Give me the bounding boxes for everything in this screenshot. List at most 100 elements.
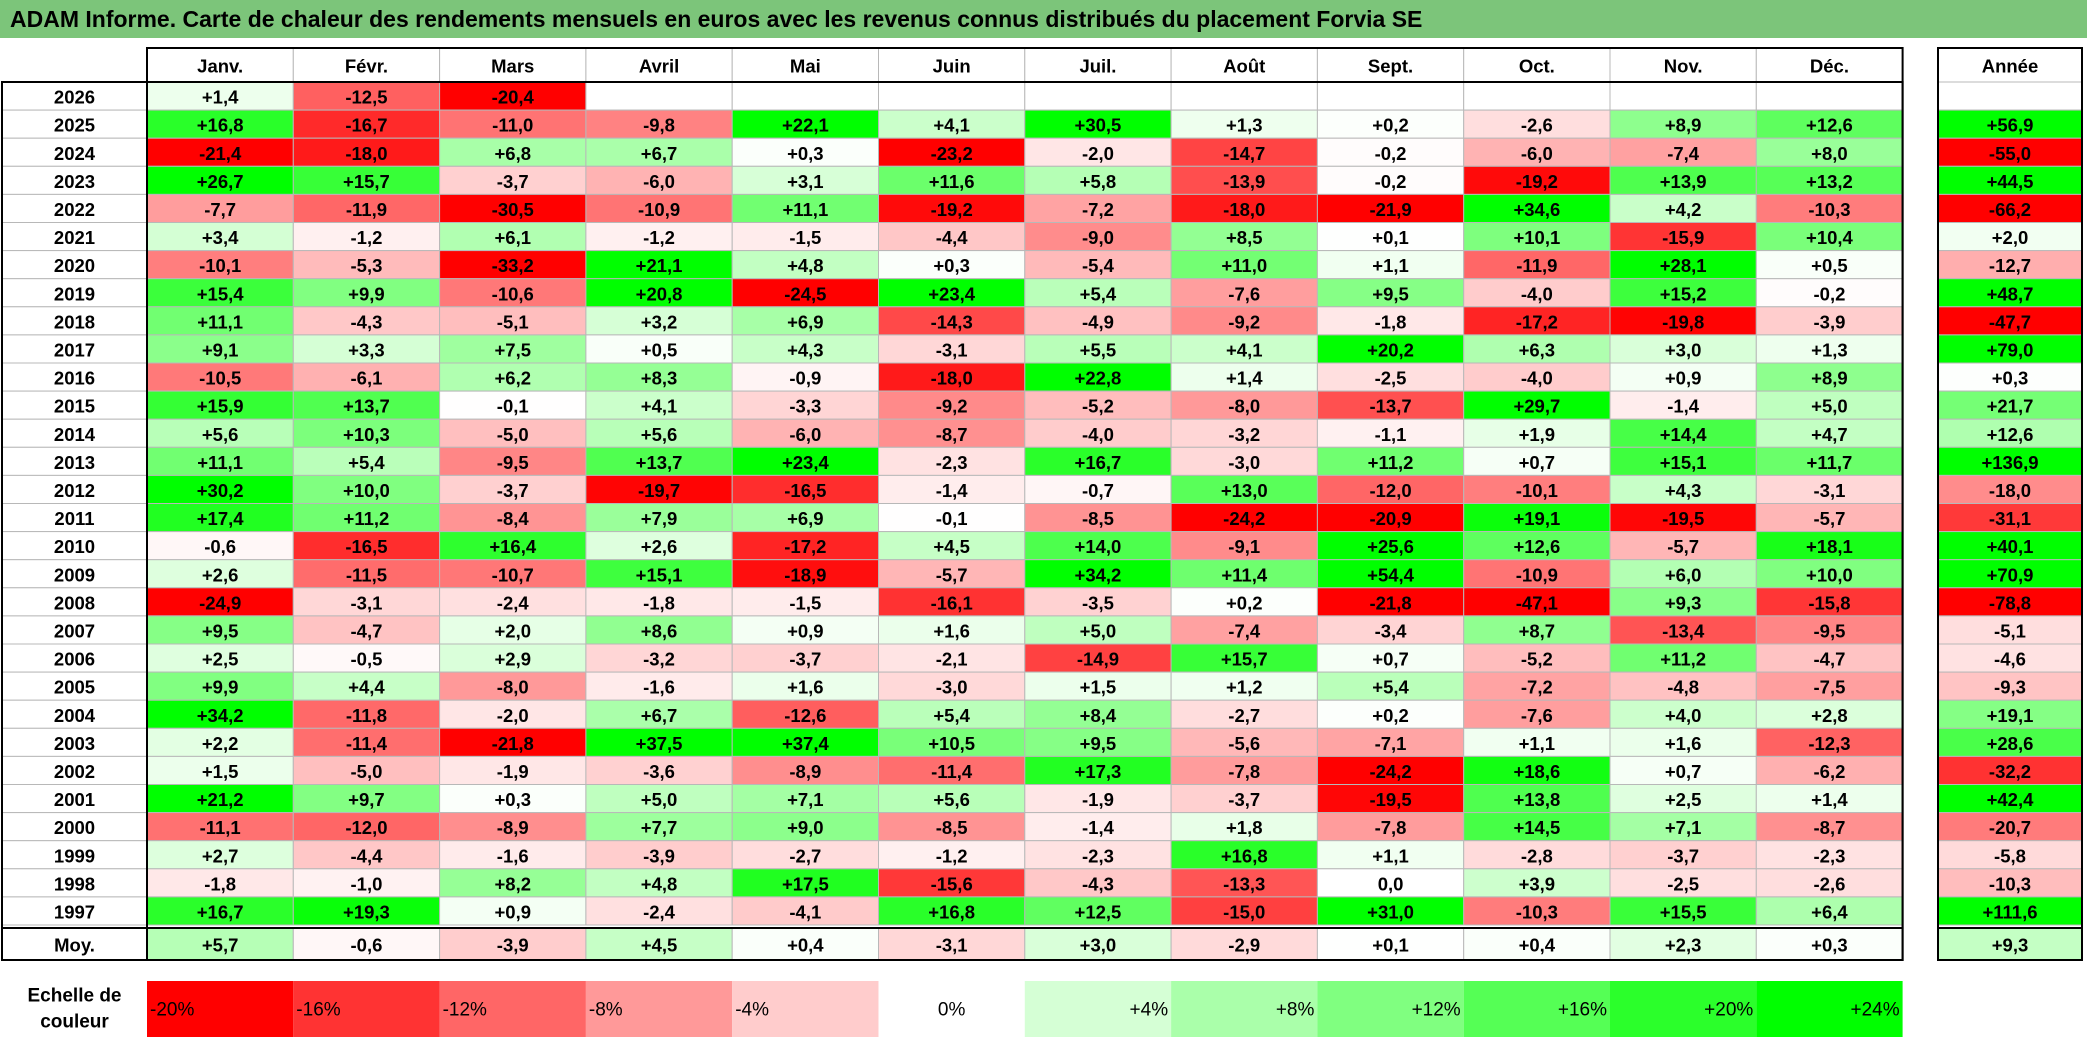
heatmap-cell — [585, 755, 733, 786]
cell-value: -20,4 — [492, 87, 535, 108]
month-header-cell — [1463, 47, 1611, 83]
average-cell — [878, 927, 1026, 961]
cell-value: -1,0 — [351, 873, 383, 894]
cell-value: +13,8 — [1513, 789, 1560, 810]
cell-value: -5,3 — [351, 255, 383, 276]
cell-value: -11,9 — [346, 199, 387, 220]
heatmap-cell — [1316, 840, 1465, 870]
cell-value: +10,0 — [343, 480, 390, 501]
average-cell — [292, 927, 441, 961]
year-label: 2025 — [54, 115, 95, 136]
cell-value: -6,0 — [643, 171, 675, 192]
year-cell — [1, 868, 148, 898]
cell-value: -4,4 — [936, 227, 969, 248]
annual-cell — [1937, 137, 2083, 167]
heatmap-cell — [731, 784, 880, 814]
scale-step-label: -20% — [150, 1000, 194, 1021]
annual-cell — [1937, 868, 2083, 898]
cell-value: +4,1 — [641, 396, 678, 417]
average-label: Moy. — [54, 935, 95, 956]
cell-value: -9,2 — [936, 396, 968, 417]
cell-value: -7,1 — [1375, 733, 1407, 754]
heatmap-cell — [1609, 137, 1757, 167]
cell-value: -5,6 — [1228, 733, 1260, 754]
heatmap-cell — [878, 755, 1026, 786]
heatmap-cell — [292, 334, 441, 364]
heatmap-cell — [1755, 81, 1904, 111]
heatmap-cell — [439, 109, 587, 139]
cell-value: +6,4 — [1811, 901, 1848, 922]
cell-value: -19,5 — [1662, 508, 1704, 529]
average-value: +2,3 — [1665, 935, 1702, 956]
heatmap-cell — [585, 699, 733, 729]
cell-value: +8,2 — [494, 873, 531, 894]
cell-value: +12,6 — [1806, 115, 1853, 136]
cell-value: +11,1 — [197, 311, 243, 332]
cell-value: -7,8 — [1375, 817, 1407, 838]
cell-value: +20,8 — [636, 283, 683, 304]
cell-value: -9,1 — [1228, 536, 1260, 557]
heatmap-cell — [1316, 418, 1465, 448]
heatmap-cell — [439, 81, 587, 111]
heatmap-cell — [1463, 474, 1611, 504]
cell-value: +0,7 — [1519, 452, 1556, 473]
cell-value: +0,2 — [1226, 592, 1263, 613]
cell-value: +5,0 — [1811, 396, 1848, 417]
scale-step-label: +8% — [1276, 1000, 1315, 1021]
cell-value: +13,2 — [1806, 171, 1853, 192]
cell-value: -8,4 — [497, 508, 530, 529]
heatmap-cell — [1755, 784, 1904, 814]
cell-value: -15,9 — [1662, 227, 1704, 248]
cell-value: +11,0 — [1221, 255, 1267, 276]
heatmap-cell — [1463, 362, 1611, 392]
scale-swatch — [439, 981, 586, 1037]
scale-swatch — [147, 981, 294, 1037]
cell-value: +12,6 — [1513, 536, 1560, 557]
average-value: +0,4 — [787, 935, 824, 956]
annual-value: +56,9 — [1987, 115, 2034, 136]
cell-value: -30,5 — [492, 199, 534, 220]
cell-value: +0,2 — [1372, 705, 1409, 726]
year-label: 2009 — [54, 564, 95, 585]
cell-value: -7,6 — [1521, 705, 1553, 726]
cell-value: +15,1 — [1660, 452, 1707, 473]
cell-value: -3,1 — [1814, 480, 1846, 501]
scale-label-line1: Echelle de — [28, 986, 122, 1007]
cell-value: +1,1 — [1519, 733, 1556, 754]
cell-value: -19,7 — [638, 480, 680, 501]
cell-value: +19,1 — [1513, 508, 1560, 529]
cell-value: -7,2 — [1521, 677, 1553, 698]
cell-value: -16,5 — [784, 480, 826, 501]
heatmap-cell — [731, 137, 880, 167]
cell-value: -12,0 — [345, 817, 387, 838]
cell-value: -10,9 — [1516, 564, 1558, 585]
heatmap-cell — [1463, 306, 1611, 336]
cell-value: -6,2 — [1814, 761, 1846, 782]
annual-cell — [1937, 362, 2083, 392]
cell-value: +11,2 — [344, 508, 390, 529]
annual-cell — [1937, 278, 2083, 308]
scale-step-label: 0% — [938, 1000, 966, 1021]
annual-value: -47,7 — [1989, 311, 2031, 332]
cell-value: +3,0 — [1665, 339, 1702, 360]
heatmap-cell — [1755, 531, 1904, 561]
annual-cell — [1937, 306, 2083, 336]
cell-value: +4,4 — [348, 677, 385, 698]
heatmap-cell — [1170, 784, 1318, 814]
year-label: 1997 — [54, 901, 95, 922]
cell-value: -12,6 — [784, 705, 826, 726]
cell-value: -3,1 — [351, 592, 383, 613]
heatmap-cell — [146, 334, 294, 364]
annual-value: -66,2 — [1989, 199, 2031, 220]
cell-value: +9,5 — [1372, 283, 1409, 304]
cell-value: -19,8 — [1662, 311, 1704, 332]
cell-value: -21,4 — [199, 143, 242, 164]
cell-value: -1,2 — [643, 227, 675, 248]
cell-value: +10,4 — [1806, 227, 1854, 248]
heatmap-cell — [439, 868, 587, 898]
heatmap-cell — [1316, 587, 1465, 617]
year-label: 2018 — [54, 311, 95, 332]
cell-value: +1,9 — [1519, 424, 1556, 445]
heatmap-cell — [439, 896, 587, 926]
